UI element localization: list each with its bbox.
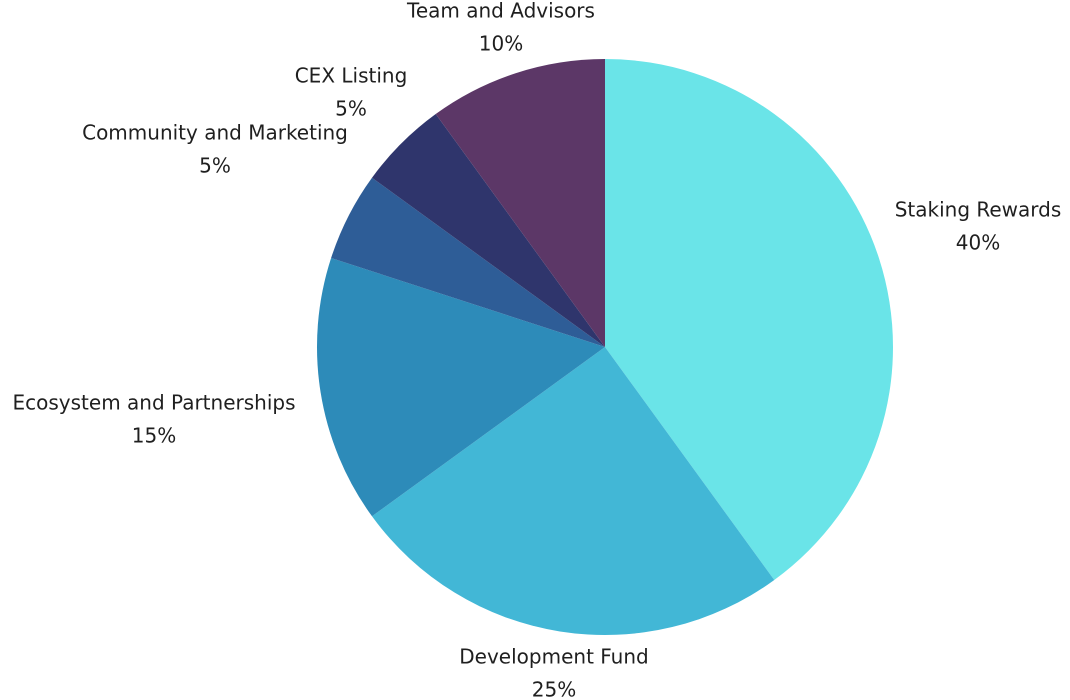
slice-label-team-and-advisors: Team and Advisors	[406, 0, 595, 23]
pie-slice-staking-rewards	[605, 59, 894, 580]
pie-slice-development-fund	[372, 347, 775, 636]
slice-value-cex-listing: 5%	[335, 97, 367, 121]
slice-value-community-and-marketing: 5%	[199, 154, 231, 178]
pie-slice-cex-listing	[372, 114, 605, 347]
slice-value-staking-rewards: 40%	[956, 231, 1000, 255]
slice-value-ecosystem-and-partnerships: 15%	[132, 424, 176, 448]
pie-slice-community-and-marketing	[331, 177, 605, 347]
slice-label-community-and-marketing: Community and Marketing	[82, 121, 348, 145]
slice-value-development-fund: 25%	[532, 678, 576, 700]
slice-value-team-and-advisors: 10%	[479, 32, 523, 56]
pie-slice-team-and-advisors	[435, 59, 605, 347]
slice-label-ecosystem-and-partnerships: Ecosystem and Partnerships	[13, 391, 296, 415]
slice-label-cex-listing: CEX Listing	[295, 64, 408, 88]
pie-slices	[317, 59, 894, 636]
pie-slice-ecosystem-and-partnerships	[317, 258, 605, 517]
slice-label-development-fund: Development Fund	[459, 645, 648, 669]
slice-label-staking-rewards: Staking Rewards	[895, 198, 1062, 222]
pie-labels: Staking Rewards 40% Development Fund 25% Eco…	[13, 0, 1062, 700]
